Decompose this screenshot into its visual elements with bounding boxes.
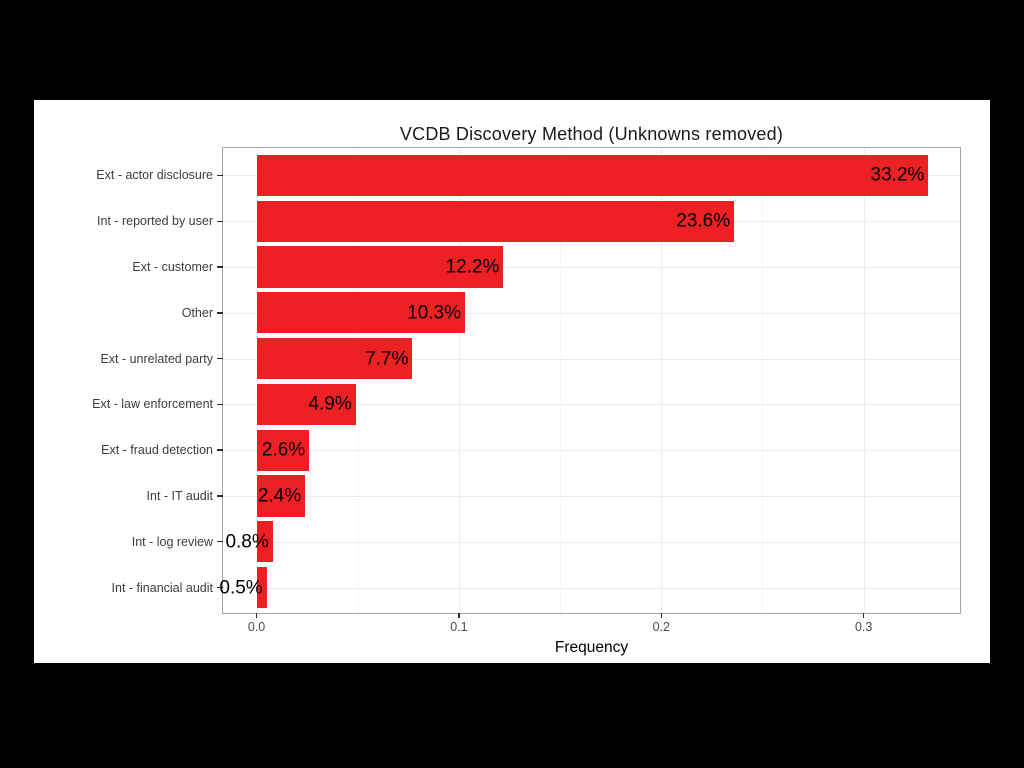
bar bbox=[256, 475, 306, 517]
x-axis-tick bbox=[862, 613, 865, 618]
bar-value-label: 10.3% bbox=[407, 302, 462, 324]
bar bbox=[256, 246, 504, 288]
x-axis-tick bbox=[458, 613, 460, 618]
gridline-major-vertical bbox=[863, 148, 865, 613]
bar-value-label: 0.5% bbox=[219, 577, 263, 599]
x-axis-tick-label: 0.1 bbox=[450, 620, 468, 634]
bar-value-label: 33.2% bbox=[870, 164, 925, 186]
y-axis-tick bbox=[217, 449, 223, 451]
bar bbox=[256, 338, 413, 380]
x-axis-tick-label: 0.2 bbox=[652, 620, 670, 634]
chart-title: VCDB Discovery Method (Unknowns removed) bbox=[399, 124, 784, 144]
bar-value-label: 7.7% bbox=[365, 348, 409, 370]
y-axis-category-label: Int - IT audit bbox=[146, 488, 213, 503]
y-axis-category-label: Int - reported by user bbox=[96, 214, 213, 228]
y-axis-tick bbox=[217, 403, 223, 406]
y-axis-category-label: Ext - law enforcement bbox=[92, 397, 213, 412]
gridline-major-horizontal bbox=[223, 541, 960, 543]
bar bbox=[256, 292, 465, 334]
gridline-minor-vertical bbox=[762, 148, 764, 613]
y-axis-category-label: Other bbox=[181, 305, 213, 320]
x-axis-tick bbox=[255, 613, 258, 618]
bar-value-label: 23.6% bbox=[676, 210, 731, 232]
y-axis-tick bbox=[217, 174, 223, 177]
x-axis-tick-label: 0.0 bbox=[247, 620, 266, 634]
gridline-major-horizontal bbox=[223, 450, 960, 452]
y-axis-tick bbox=[217, 220, 223, 222]
gridline-major-vertical bbox=[458, 148, 460, 613]
bar-value-label: 12.2% bbox=[445, 256, 500, 278]
plot-panel: Frequency 33.2% 23.6% 12.2% 10.3% 7.7% 4.9% 2.… bbox=[92, 147, 961, 655]
gridline-major-horizontal bbox=[223, 404, 960, 406]
bar bbox=[256, 429, 310, 471]
y-axis-category-label: Ext - unrelated party bbox=[100, 351, 213, 366]
bar-value-label: 0.8% bbox=[225, 531, 269, 553]
gridline-major-horizontal bbox=[223, 495, 960, 497]
bar bbox=[256, 521, 273, 563]
gridline-minor-vertical bbox=[357, 148, 359, 613]
bar-value-label: 4.9% bbox=[308, 393, 352, 415]
y-axis-category-label: Int - log review bbox=[131, 534, 213, 549]
gridline-major-horizontal bbox=[223, 587, 960, 589]
y-axis-category-label: Ext - customer bbox=[132, 259, 213, 274]
bar bbox=[256, 154, 929, 197]
bar bbox=[256, 200, 735, 242]
bar-value-label: 2.4% bbox=[257, 485, 302, 507]
y-axis-tick bbox=[217, 540, 223, 543]
y-axis-tick bbox=[217, 495, 223, 497]
y-axis-tick bbox=[217, 266, 223, 268]
gridline-major-vertical bbox=[256, 148, 258, 613]
y-axis-tick bbox=[217, 312, 223, 314]
slide-canvas: VCDB Discovery Method (Unknowns removed)… bbox=[34, 100, 990, 663]
x-axis-tick-label: 0.3 bbox=[854, 620, 873, 634]
gridline-major-vertical bbox=[661, 148, 663, 613]
y-axis-category-label: Int - financial audit bbox=[111, 580, 213, 595]
gridline-major-horizontal bbox=[223, 267, 960, 269]
x-axis-title: Frequency bbox=[554, 639, 629, 656]
gridline-major-horizontal bbox=[223, 358, 960, 360]
y-axis-category-label: Ext - actor disclosure bbox=[96, 168, 213, 183]
gridline-minor-vertical bbox=[560, 148, 562, 613]
bar bbox=[256, 383, 356, 425]
x-axis-tick bbox=[660, 613, 663, 618]
y-axis-category-label: Ext - fraud detection bbox=[101, 442, 213, 457]
bar-value-label: 2.6% bbox=[261, 439, 306, 461]
bar bbox=[256, 566, 267, 609]
y-axis-tick bbox=[217, 586, 223, 589]
y-axis-tick bbox=[217, 357, 223, 360]
gridline-major-horizontal bbox=[223, 312, 960, 314]
